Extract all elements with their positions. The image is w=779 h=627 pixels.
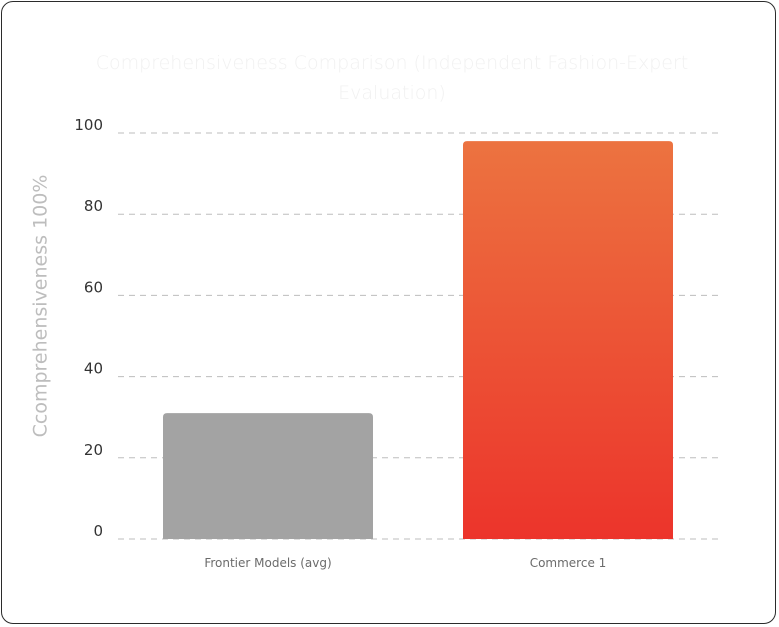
bar-frontier-models-avg [163,413,373,539]
y-tick-label: 100 [74,116,103,134]
x-axis-labels: Frontier Models (avg) Commerce 1 [204,556,606,570]
bar-commerce-1 [463,141,673,539]
y-tick-label: 0 [93,522,103,540]
y-tick-label: 80 [84,197,103,215]
x-category-label: Commerce 1 [530,556,607,570]
x-category-label: Frontier Models (avg) [204,556,331,570]
y-tick-label: 60 [84,278,103,296]
y-axis-ticks: 0 20 40 60 80 100 [74,116,103,540]
y-axis-label: Ccomprehensiveness 100% [30,175,52,438]
y-tick-label: 20 [84,441,103,459]
chart-title: Comprehensiveness Comparison (Independen… [95,52,689,104]
bars [163,141,673,539]
y-tick-label: 40 [84,360,103,378]
